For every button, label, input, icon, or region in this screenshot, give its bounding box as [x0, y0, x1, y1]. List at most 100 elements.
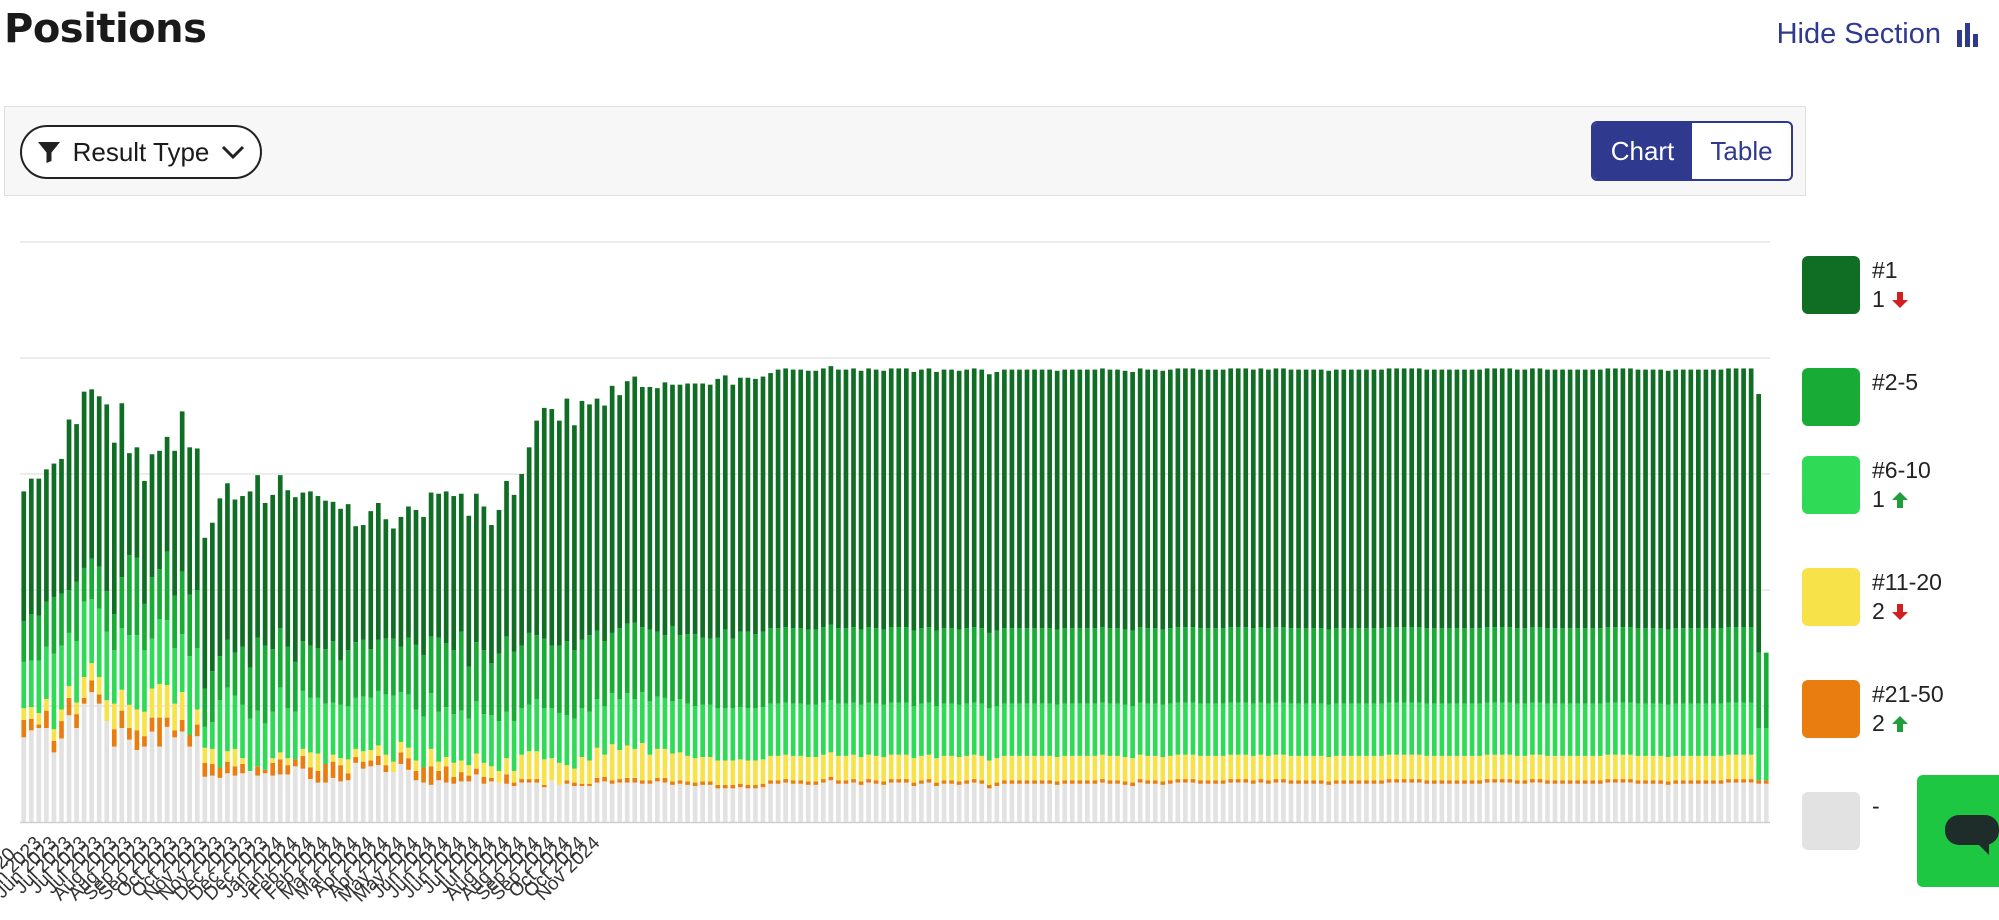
bar-stack[interactable] — [375, 503, 381, 822]
bar-stack[interactable] — [164, 436, 170, 822]
bar-stack[interactable] — [1620, 368, 1626, 822]
bar-stack[interactable] — [1190, 368, 1196, 822]
bar-stack[interactable] — [1673, 369, 1679, 822]
bar-stack[interactable] — [964, 369, 969, 822]
bar-stack[interactable] — [1122, 370, 1128, 822]
bar-stack[interactable] — [594, 398, 600, 822]
bar-stack[interactable] — [149, 454, 155, 822]
bar-stack[interactable] — [1590, 369, 1596, 822]
bar-stack[interactable] — [1688, 369, 1694, 822]
bar-stack[interactable] — [1665, 370, 1671, 822]
bar-stack[interactable] — [534, 420, 540, 822]
bar-stack[interactable] — [1454, 369, 1460, 822]
bar-stack[interactable] — [1718, 369, 1724, 822]
bar-stack[interactable] — [677, 384, 683, 822]
bar-stack[interactable] — [1303, 369, 1309, 822]
bar-stack[interactable] — [142, 480, 147, 822]
bar-stack[interactable] — [790, 369, 796, 822]
bar-stack[interactable] — [481, 506, 487, 822]
bar-stack[interactable] — [1333, 369, 1339, 822]
bar-stack[interactable] — [979, 369, 985, 822]
legend-item[interactable]: - — [1802, 792, 1880, 850]
bar-stack[interactable] — [971, 368, 977, 822]
bar-stack[interactable] — [436, 493, 441, 822]
bar-stack[interactable] — [1054, 370, 1060, 822]
bar-stack[interactable] — [308, 491, 313, 822]
legend-item[interactable]: #6-10 1 — [1802, 456, 1931, 514]
bar-stack[interactable] — [1575, 369, 1580, 822]
bar-stack[interactable] — [1597, 369, 1603, 822]
legend-item[interactable]: #1 1 — [1802, 256, 1909, 314]
bar-stack[interactable] — [1183, 368, 1188, 822]
bar-stack[interactable] — [1567, 369, 1573, 822]
bar-stack[interactable] — [1032, 369, 1037, 822]
legend-item[interactable]: #2-5 — [1802, 368, 1918, 426]
bar-stack[interactable] — [1288, 369, 1294, 822]
bar-stack[interactable] — [1416, 368, 1422, 822]
bar-stack[interactable] — [232, 499, 238, 822]
bar-stack[interactable] — [1069, 369, 1075, 822]
bar-stack[interactable] — [59, 458, 64, 822]
bar-stack[interactable] — [345, 504, 351, 822]
bar-stack[interactable] — [722, 375, 728, 822]
bar-stack[interactable] — [1650, 369, 1656, 822]
bar-stack[interactable] — [655, 388, 660, 822]
bar-stack[interactable] — [564, 398, 570, 822]
bar-stack[interactable] — [1703, 369, 1709, 822]
bar-stack[interactable] — [1160, 370, 1166, 822]
bar-stack[interactable] — [1560, 369, 1565, 822]
bar-stack[interactable] — [1039, 369, 1045, 822]
bar-stack[interactable] — [843, 369, 849, 822]
bar-stack[interactable] — [194, 448, 200, 822]
bar-stack[interactable] — [458, 493, 464, 822]
bar-stack[interactable] — [572, 425, 577, 822]
bar-stack[interactable] — [1002, 369, 1007, 822]
bar-stack[interactable] — [285, 490, 291, 822]
bar-stack[interactable] — [1477, 369, 1482, 822]
bar-stack[interactable] — [919, 369, 924, 822]
bar-stack[interactable] — [44, 469, 49, 822]
bar-stack[interactable] — [1628, 368, 1633, 822]
bar-stack[interactable] — [624, 381, 630, 822]
bar-stack[interactable] — [134, 447, 140, 822]
bar-stack[interactable] — [753, 378, 758, 822]
bar-stack[interactable] — [1613, 368, 1618, 822]
bar-stack[interactable] — [119, 403, 125, 822]
bar-stack[interactable] — [1462, 369, 1467, 822]
bar-stack[interactable] — [738, 377, 743, 822]
bar-stack[interactable] — [1447, 369, 1452, 822]
bar-stack[interactable] — [202, 537, 208, 822]
bar-stack[interactable] — [1439, 369, 1445, 822]
bar-stack[interactable] — [662, 382, 668, 822]
bar-stack[interactable] — [443, 491, 449, 822]
bar-stack[interactable] — [1258, 368, 1264, 822]
bar-stack[interactable] — [760, 376, 766, 822]
bar-stack[interactable] — [292, 497, 298, 822]
bar-stack[interactable] — [1235, 368, 1241, 822]
bar-stack[interactable] — [1530, 368, 1535, 822]
bar-stack[interactable] — [1401, 368, 1407, 822]
bar-stack[interactable] — [1152, 369, 1158, 822]
bar-stack[interactable] — [1733, 368, 1739, 822]
bar-stack[interactable] — [1545, 369, 1550, 822]
bar-stack[interactable] — [353, 526, 359, 822]
bar-stack[interactable] — [247, 491, 253, 822]
bar-stack[interactable] — [210, 522, 215, 822]
bar-stack[interactable] — [1537, 368, 1543, 822]
bar-stack[interactable] — [1198, 369, 1203, 822]
result-type-filter-button[interactable]: Result Type — [20, 125, 262, 179]
bar-stack[interactable] — [255, 475, 260, 822]
bar-stack[interactable] — [421, 516, 426, 822]
bar-stack[interactable] — [579, 400, 585, 822]
bar-stack[interactable] — [1175, 368, 1181, 822]
bar-stack[interactable] — [692, 383, 698, 822]
bar-stack[interactable] — [1469, 369, 1475, 822]
bar-stack[interactable] — [1748, 368, 1754, 822]
bar-stack[interactable] — [1409, 368, 1415, 822]
bar-stack[interactable] — [89, 389, 94, 822]
bar-stack[interactable] — [1605, 368, 1611, 822]
bar-stack[interactable] — [1349, 369, 1354, 822]
bar-stack[interactable] — [81, 391, 87, 822]
bar-stack[interactable] — [1763, 652, 1769, 822]
bar-stack[interactable] — [1009, 369, 1015, 822]
